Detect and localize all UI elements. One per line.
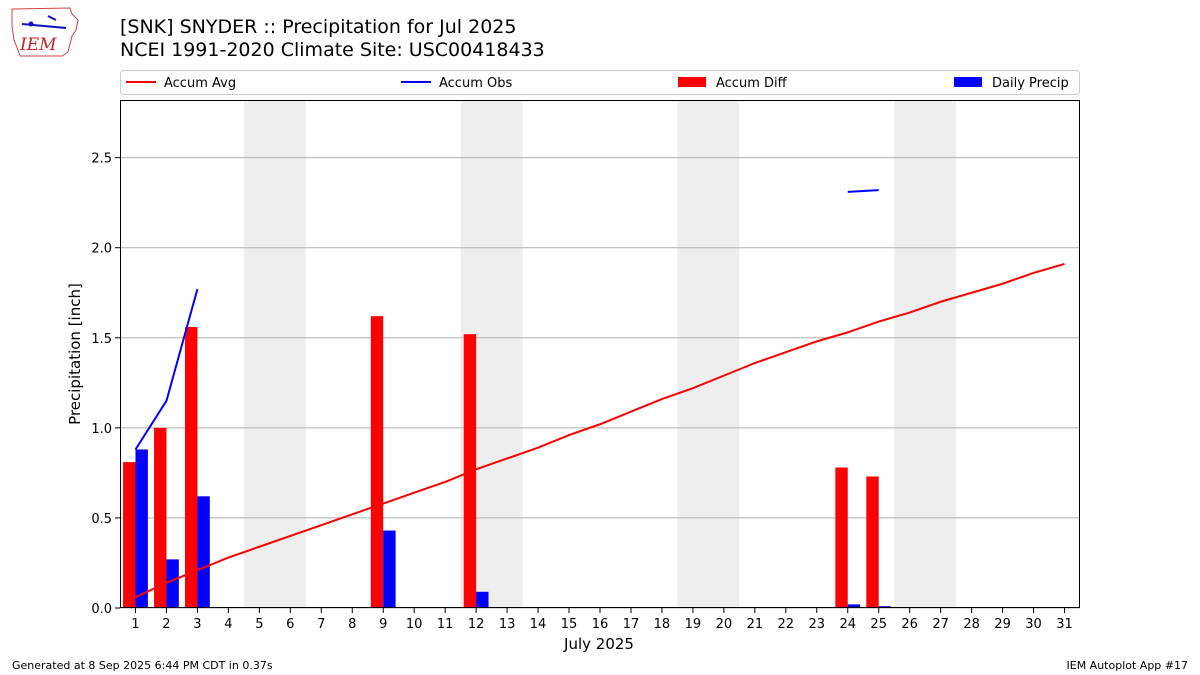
plot-frame (120, 100, 1080, 608)
legend: Accum Avg Accum Obs Accum Diff Daily Precip (120, 70, 1080, 95)
x-tick-label: 1 (131, 617, 139, 632)
x-tick-label: 16 (592, 617, 609, 632)
x-tick-label: 18 (654, 617, 671, 632)
weekend-band (894, 100, 957, 608)
legend-label: Accum Diff (716, 76, 788, 91)
accum-obs-line (134, 288, 199, 451)
x-tick-label: 14 (530, 617, 547, 632)
app-label: IEM Autoplot App #17 (1066, 659, 1189, 672)
x-tick-label: 25 (870, 617, 887, 632)
x-tick-label: 26 (901, 617, 918, 632)
generated-timestamp: Generated at 8 Sep 2025 6:44 PM CDT in 0… (12, 659, 273, 672)
daily-precip-bar (383, 530, 396, 608)
x-tick-label: 8 (348, 617, 356, 632)
daily-precip-bar (135, 449, 148, 608)
y-tick-label: 2.5 (91, 152, 112, 167)
x-tick-label: 22 (778, 617, 795, 632)
legend-label: Accum Obs (439, 76, 512, 91)
accum-diff-bar (866, 476, 879, 608)
accum-diff-bar (123, 462, 136, 608)
x-tick-label: 23 (809, 617, 826, 632)
accum-avg-line (135, 262, 1065, 599)
y-tick-label: 2.0 (91, 242, 112, 257)
legend-swatch-bar (678, 77, 706, 87)
x-tick-label: 11 (437, 617, 454, 632)
x-tick-label: 31 (1056, 617, 1073, 632)
x-tick-label: 30 (1025, 617, 1042, 632)
x-tick-label: 5 (255, 617, 263, 632)
x-tick-label: 10 (406, 617, 423, 632)
y-tick-label: 0.0 (91, 602, 112, 617)
x-tick-label: 28 (963, 617, 980, 632)
weekend-band (243, 100, 306, 608)
accum-diff-bar (154, 427, 167, 608)
x-tick-label: 9 (379, 617, 387, 632)
legend-swatch-bar (954, 77, 982, 87)
x-tick-label: 3 (193, 617, 201, 632)
accum-diff-bar (370, 316, 384, 608)
x-tick-label: 12 (468, 617, 485, 632)
y-tick-label: 0.5 (91, 512, 112, 527)
legend-label: Daily Precip (992, 76, 1069, 91)
x-tick-label: 2 (162, 617, 170, 632)
weekend-band (677, 100, 740, 608)
x-tick-label: 20 (716, 617, 733, 632)
x-tick-label: 27 (932, 617, 949, 632)
x-tick-label: 7 (317, 617, 325, 632)
x-tick-label: 19 (685, 617, 702, 632)
daily-precip-bar (197, 496, 210, 608)
chart-title: [SNK] SNYDER :: Precipitation for Jul 20… (120, 16, 517, 38)
chart-subtitle: NCEI 1991-2020 Climate Site: USC00418433 (120, 39, 545, 61)
iem-logo: IEM (8, 6, 82, 64)
x-tick-label: 15 (561, 617, 578, 632)
x-tick-label: 13 (499, 617, 516, 632)
x-tick-label: 6 (286, 617, 294, 632)
x-tick-label: 21 (747, 617, 764, 632)
y-tick-label: 1.5 (91, 332, 112, 347)
iem-iowa-logo-icon: IEM (11, 7, 79, 57)
accum-obs-line (847, 189, 879, 193)
daily-precip-bar (847, 604, 861, 608)
y-axis-label: Precipitation [inch] (66, 283, 84, 425)
x-axis-label: July 2025 (563, 635, 634, 653)
accum-diff-bar (835, 467, 848, 608)
daily-precip-bar (166, 559, 179, 608)
y-tick-label: 1.0 (91, 422, 112, 437)
x-tick-label: 29 (994, 617, 1011, 632)
x-tick-label: 24 (839, 617, 856, 632)
x-tick-label: 4 (224, 617, 232, 632)
daily-precip-bar (476, 591, 489, 608)
legend-label: Accum Avg (164, 76, 236, 91)
iem-logo-text: IEM (19, 35, 57, 55)
x-tick-label: 17 (623, 617, 640, 632)
legend-box (120, 70, 1080, 95)
accum-diff-bar (185, 326, 198, 608)
